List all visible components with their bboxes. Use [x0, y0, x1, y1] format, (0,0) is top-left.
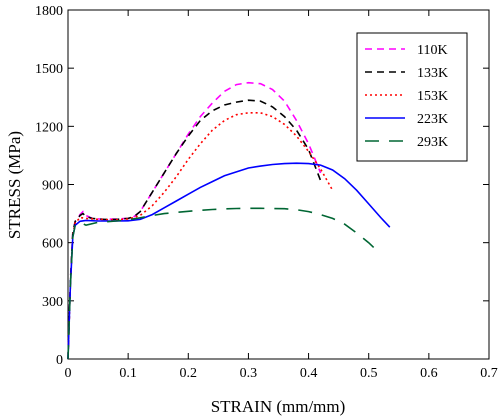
x-tick-label: 0.3 [240, 366, 258, 381]
legend-label: 153K [417, 89, 448, 104]
y-tick-label: 300 [42, 295, 63, 310]
x-tick-label: 0 [65, 366, 72, 381]
x-tick-label: 0.6 [420, 366, 438, 381]
series-line-153k [68, 113, 333, 359]
x-tick-label: 0.1 [119, 366, 137, 381]
y-tick-label: 0 [56, 353, 63, 368]
legend: 110K 133K 153K 223K 293K [357, 33, 467, 161]
y-tick-label: 1500 [35, 62, 63, 77]
legend-label: 223K [417, 112, 448, 127]
y-axis-label: STRESS (MPa) [5, 131, 24, 239]
y-tick-label: 1200 [35, 120, 63, 135]
legend-label: 293K [417, 135, 448, 150]
y-tick-label: 600 [42, 237, 63, 252]
x-tick-label: 0.7 [480, 366, 498, 381]
y-tick-label: 900 [42, 179, 63, 194]
x-tick-label: 0.5 [360, 366, 378, 381]
series-line-293k [68, 208, 378, 359]
series-lines [68, 83, 390, 359]
series-line-133k [68, 100, 321, 359]
x-tick-label: 0.4 [300, 366, 318, 381]
legend-label: 133K [417, 66, 448, 81]
legend-label: 110K [417, 43, 448, 58]
x-tick-label: 0.2 [180, 366, 198, 381]
y-tick-label: 1800 [35, 4, 63, 19]
x-axis-label: STRAIN (mm/mm) [211, 397, 346, 416]
series-line-223k [68, 163, 390, 359]
